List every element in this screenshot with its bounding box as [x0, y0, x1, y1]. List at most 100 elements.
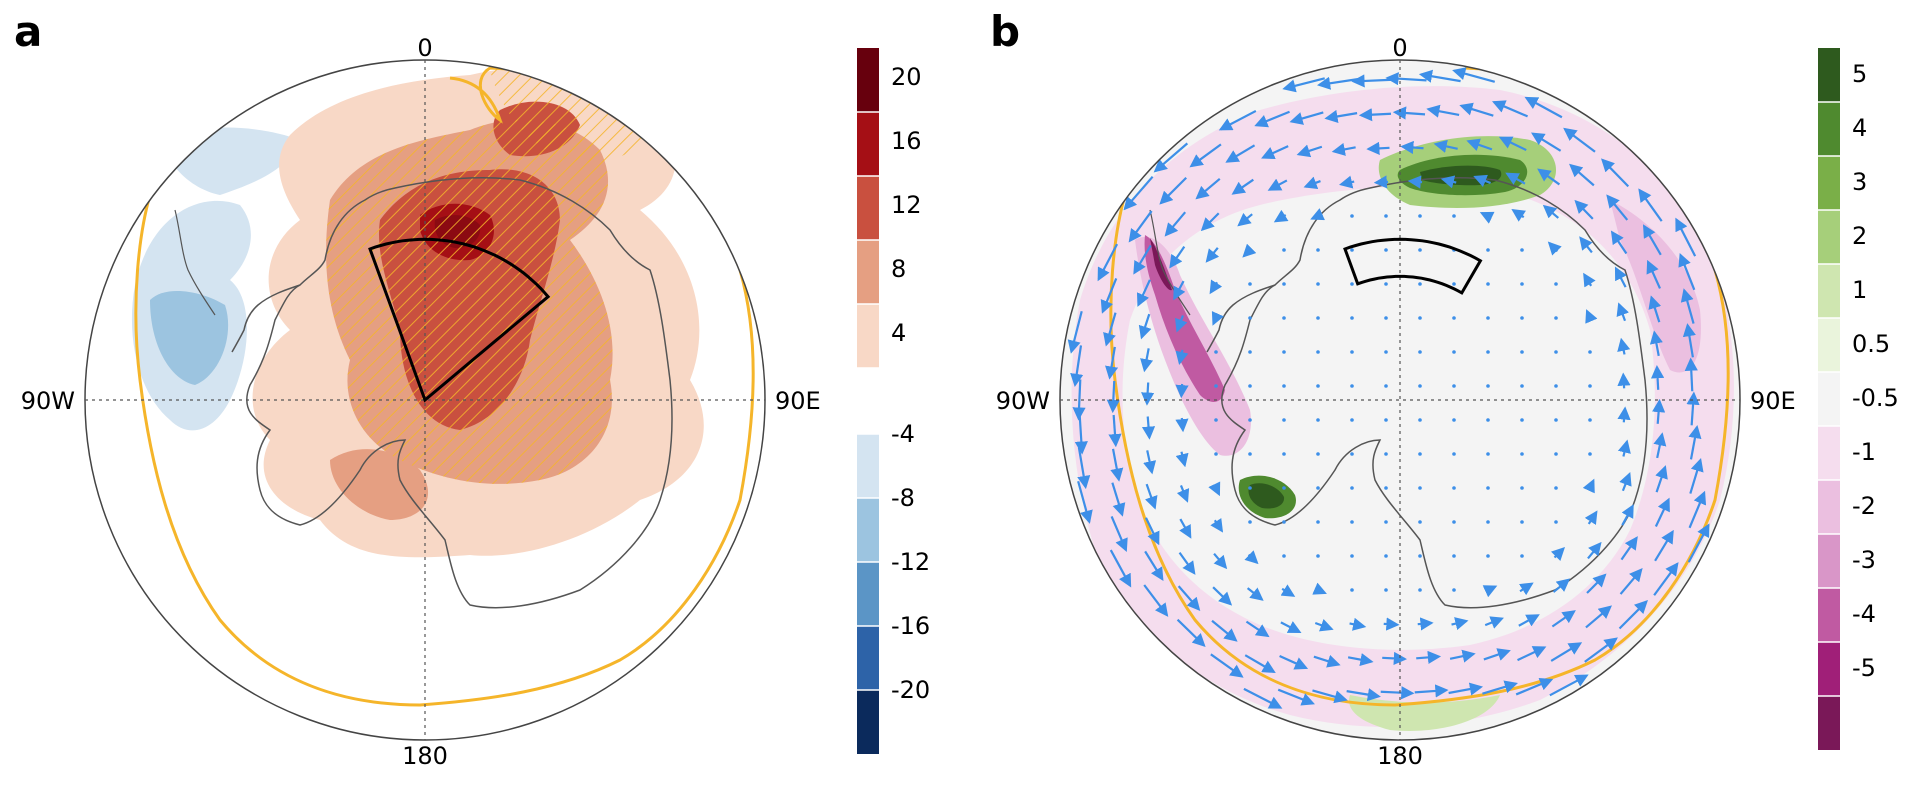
vector-arrow: [1177, 585, 1201, 611]
vector-point: [1282, 384, 1286, 388]
vector-arrow: [1279, 655, 1309, 670]
vector-arrow: [1346, 688, 1381, 702]
vector-point: [1350, 486, 1354, 490]
vector-point: [1520, 520, 1524, 524]
vector-point: [1452, 486, 1456, 490]
vector-point: [1452, 282, 1456, 286]
vector-arrow: [1649, 330, 1663, 357]
vector-arrow: [1211, 619, 1238, 642]
vector-arrow: [1289, 111, 1324, 125]
vector-point: [1384, 588, 1388, 592]
vector-arrow: [1416, 650, 1442, 664]
panel-label-b: b: [990, 7, 1020, 56]
sector-box-a: [368, 237, 551, 403]
vector-arrow: [1175, 349, 1189, 365]
vector-arrow: [1688, 424, 1702, 460]
vector-arrow: [1440, 175, 1457, 189]
vector-point: [1486, 282, 1490, 286]
vector-point: [1384, 214, 1388, 218]
vector-arrow: [1473, 174, 1491, 188]
vector-arrow: [1585, 605, 1612, 629]
colorbar-a-neg-swatch: [857, 434, 879, 498]
vector-point: [1520, 452, 1524, 456]
vector-arrow: [1511, 208, 1527, 222]
vector-point: [1418, 316, 1422, 320]
vector-point: [1282, 520, 1286, 524]
vector-arrow: [1689, 458, 1704, 494]
vector-arrow: [1433, 139, 1458, 153]
vector-point: [1418, 452, 1422, 456]
vector-arrow: [1620, 536, 1638, 561]
vector-arrow: [1138, 313, 1152, 340]
vector-arrow: [1549, 674, 1589, 697]
vector-arrow: [1189, 143, 1222, 168]
vector-point: [1384, 282, 1388, 286]
vector-arrow: [1313, 654, 1341, 668]
colorbar-a: 20 16 12 8 4 -4 -8 -12 -16 -20: [857, 48, 930, 754]
vector-arrow: [1492, 100, 1529, 118]
vector-point: [1520, 248, 1524, 252]
vector-arrow: [1153, 142, 1189, 173]
vector-arrow: [1646, 259, 1661, 289]
vector-point: [1486, 452, 1490, 456]
vector-arrow: [1143, 584, 1169, 617]
colorbar-b-tick-label: 1: [1852, 276, 1867, 304]
vector-point: [1282, 282, 1286, 286]
vector-arrow: [1610, 230, 1628, 255]
vector-point: [1384, 486, 1388, 490]
colorbar-b-tick-label: 4: [1852, 114, 1867, 142]
vector-arrow: [1616, 302, 1630, 322]
vector-arrow: [1231, 178, 1254, 195]
colorbar-b-swatch: [1818, 318, 1840, 372]
vector-point: [1282, 316, 1286, 320]
vector-point: [1384, 350, 1388, 354]
vector-arrow: [1579, 236, 1593, 254]
vector-arrow: [1650, 364, 1665, 390]
vector-point: [1554, 520, 1558, 524]
colorbar-a-tick-label: 16: [891, 127, 922, 155]
colorbar-b-tick-label: -3: [1852, 546, 1876, 574]
vector-point: [1554, 316, 1558, 320]
vector-arrow: [1675, 217, 1697, 257]
vector-point: [1418, 350, 1422, 354]
vector-point: [1316, 418, 1320, 422]
vector-arrow: [1070, 345, 1084, 387]
vector-point: [1384, 248, 1388, 252]
vector-arrow: [1601, 158, 1630, 188]
colorbar-b-swatch: [1818, 642, 1840, 696]
vector-arrow: [1144, 550, 1164, 582]
vector-point: [1486, 520, 1490, 524]
vector-arrow: [1140, 348, 1154, 373]
vector-arrow: [1638, 188, 1663, 222]
vector-point: [1452, 350, 1456, 354]
vector-arrow: [1682, 323, 1696, 358]
vector-arrow: [1273, 209, 1289, 223]
vector-point: [1520, 282, 1524, 286]
vector-arrow: [1159, 177, 1187, 205]
vector-point: [1316, 384, 1320, 388]
panel-a: a: [14, 7, 930, 770]
lon-label-right-b: 90E: [1750, 387, 1796, 415]
panel-b: b: [990, 7, 1899, 770]
vector-point: [1316, 248, 1320, 252]
vector-arrow: [1312, 689, 1348, 704]
vector-arrow: [1617, 439, 1631, 457]
colorbar-b-tick-label: 2: [1852, 222, 1867, 250]
vector-arrow: [1547, 241, 1562, 256]
vector-arrow: [1175, 315, 1188, 333]
vector-point: [1418, 384, 1422, 388]
vector-arrow: [1212, 586, 1233, 606]
vector-arrow: [1103, 312, 1117, 347]
vector-point: [1214, 452, 1218, 456]
vector-point: [1282, 248, 1286, 252]
vector-arrow: [1366, 141, 1390, 155]
vector-point: [1316, 452, 1320, 456]
vector-arrow: [1448, 682, 1484, 696]
vector-point: [1554, 350, 1558, 354]
wind-vectors: [1067, 67, 1710, 709]
vector-arrow: [1100, 278, 1118, 314]
colorbar-a-neg-swatch: [857, 690, 879, 754]
vector-arrow: [1277, 688, 1315, 706]
vector-arrow: [1106, 380, 1120, 414]
vector-arrow: [1383, 617, 1400, 631]
